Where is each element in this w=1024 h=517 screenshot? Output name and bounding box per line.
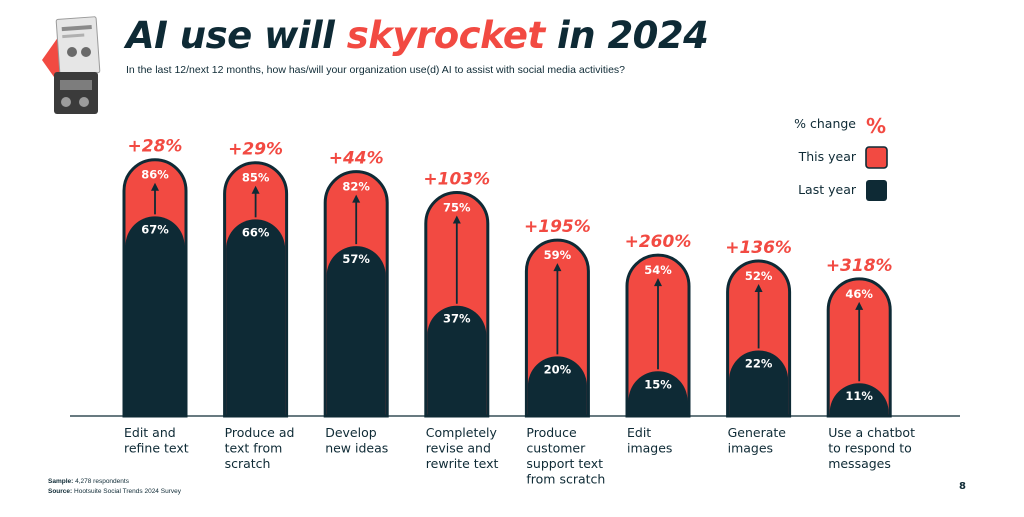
bar-last-year [628, 371, 688, 416]
page-subtitle: In the last 12/next 12 months, how has/w… [126, 64, 625, 76]
value-label-this-year: 82% [342, 180, 370, 194]
pct-change-label: +29% [228, 140, 283, 160]
value-label-this-year: 85% [242, 171, 270, 185]
value-label-last-year: 37% [443, 312, 471, 326]
bar-last-year [226, 219, 286, 416]
pct-change-label: +44% [329, 149, 384, 169]
category-labels-layer: Edit and refine text Produce ad text from sc… [124, 425, 915, 487]
bars-layer: 86% 67% +28% 85% 66% +29% 82% 57% +44% 75% 37% +103… [122, 137, 893, 418]
value-label-this-year: 59% [544, 248, 572, 262]
value-label-last-year: 15% [644, 377, 672, 391]
category-label: Produce customer support text from scratch [526, 425, 605, 487]
pct-change-label: +318% [826, 256, 893, 276]
pct-change-label: +260% [625, 232, 692, 252]
pct-change-label: +28% [128, 137, 183, 157]
legend-change-symbol: % [866, 114, 886, 138]
change-arrowhead [855, 301, 864, 310]
category-label: Edit images [627, 425, 672, 456]
value-label-last-year: 22% [745, 356, 773, 370]
bar-last-year [427, 305, 487, 416]
page-title: AI use will skyrocket in 2024 [126, 14, 709, 57]
change-arrowhead [754, 284, 763, 293]
legend-change-label: % change [794, 116, 856, 131]
bar-last-year [326, 246, 386, 416]
value-label-this-year: 52% [745, 269, 773, 283]
change-arrowhead [251, 185, 260, 194]
bar-last-year [729, 350, 789, 416]
value-label-last-year: 66% [242, 225, 270, 239]
change-arrowhead [654, 278, 662, 287]
bar-last-year [527, 356, 587, 416]
value-label-this-year: 46% [845, 287, 873, 301]
legend-last-year-swatch [866, 180, 887, 201]
value-label-last-year: 67% [141, 222, 169, 236]
legend-this-year-swatch [865, 146, 888, 169]
change-arrowhead [452, 215, 461, 224]
report-logo-graphic [42, 16, 101, 114]
value-label-this-year: 75% [443, 201, 471, 215]
sample-note: Sample: 4,278 respondents [48, 478, 129, 485]
pct-change-label: +136% [725, 238, 792, 258]
category-label: Completely revise and rewrite text [426, 425, 499, 471]
legend-last-year-label: Last year [798, 182, 857, 197]
change-arrowhead [151, 182, 159, 191]
category-label: Generate images [728, 425, 787, 456]
change-arrowhead [553, 263, 562, 272]
value-label-this-year: 54% [644, 263, 672, 277]
value-label-last-year: 11% [845, 389, 873, 403]
value-label-last-year: 57% [342, 252, 370, 266]
legend: % change % This year Last year [794, 114, 888, 201]
title-highlight: skyrocket [346, 14, 545, 57]
value-label-last-year: 20% [544, 362, 572, 376]
category-label: Produce ad text from scratch [225, 425, 295, 471]
category-label: Edit and refine text [124, 425, 189, 456]
pct-change-label: +103% [423, 170, 490, 190]
pct-change-label: +195% [524, 217, 591, 237]
bar-last-year [829, 383, 889, 416]
category-label: Use a chatbot to respond to messages [828, 425, 915, 471]
page-number: 8 [959, 481, 966, 492]
change-arrowhead [352, 194, 361, 203]
category-label: Develop new ideas [325, 425, 388, 456]
source-note: Source: Hootsuite Social Trends 2024 Sur… [48, 488, 181, 495]
legend-this-year-label: This year [798, 149, 857, 164]
bar-last-year [125, 216, 185, 416]
value-label-this-year: 86% [141, 168, 169, 182]
